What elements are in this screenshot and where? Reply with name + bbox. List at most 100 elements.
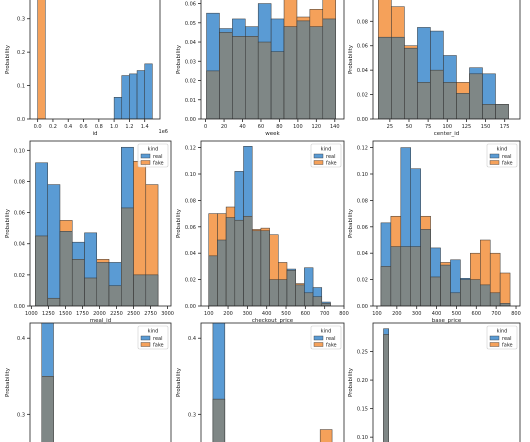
bar-overlap-5 <box>443 82 457 119</box>
y-axis-label: Probability <box>348 208 354 238</box>
bar-fake-12 <box>499 272 511 306</box>
bar-overlap-3 <box>234 219 244 306</box>
x-tick-label: 300 <box>412 311 422 317</box>
chart-panel-6: 0.00 0.02 0.04 0.06 0.08 0.10 0.12 100 200 300 400… <box>348 140 521 324</box>
y-axis-label: Probability <box>5 44 11 74</box>
x-tick-label: 300 <box>243 311 253 317</box>
bar-overlap-0 <box>380 266 392 306</box>
bar-overlap-9 <box>470 279 481 306</box>
bars <box>378 0 509 119</box>
legend-label-fake: fake <box>326 343 337 349</box>
bars <box>37 0 153 119</box>
bar-overlap-6 <box>456 93 470 119</box>
x-tick-label: 200 <box>392 311 402 317</box>
x-tick-label: 75 <box>425 124 431 130</box>
x-axis-label: week <box>265 131 280 137</box>
legend-title: kind <box>497 147 508 153</box>
x-tick-label: 0.8 <box>95 124 103 130</box>
x-tick-label: 2000 <box>93 311 106 317</box>
axes-frame <box>29 322 172 442</box>
x-tick-label: 600 <box>472 311 482 317</box>
x-tick-label: 2500 <box>127 311 140 317</box>
bar-overlap-5 <box>251 230 262 306</box>
y-tick-label: 0.06 <box>14 211 25 217</box>
x-tick-label: 0.0 <box>34 124 42 130</box>
bar-overlap-9 <box>322 18 336 119</box>
y-tick-label: 0.4 <box>17 336 25 342</box>
bar-real-13 <box>136 70 145 119</box>
axes-frame <box>29 140 172 307</box>
x-tick-label: 700 <box>320 311 330 317</box>
x-tick-label: 800 <box>339 311 349 317</box>
legend-swatch-real <box>313 153 324 159</box>
bar-overlap-9 <box>495 104 509 119</box>
y-tick-label: 0.3 <box>17 412 25 418</box>
bar-overlap-7 <box>269 279 279 306</box>
chart-panel-1: 0.0 0.1 0.2 0.3 0.0 0.2 0.4 0.6 0.8 1.0 1.2 1.4 1e6 i… <box>5 0 168 137</box>
y-tick-label: 0.12 <box>357 146 368 152</box>
x-tick-label: 500 <box>281 311 291 317</box>
y-tick-label: 0.06 <box>185 225 196 231</box>
bar-overlap-7 <box>469 73 483 119</box>
y-axis-label: Probability <box>176 367 182 397</box>
bar-overlap-3 <box>410 246 421 306</box>
bar-overlap-2 <box>225 217 236 306</box>
legend-swatch-fake <box>489 160 500 165</box>
y-tick-label: 0.10 <box>185 172 196 178</box>
bar-overlap-2 <box>232 36 246 119</box>
bar-overlap-4 <box>243 215 253 306</box>
bar-overlap-4 <box>420 229 431 306</box>
y-tick-label: 0.04 <box>185 251 196 257</box>
bar-overlap-8 <box>482 104 496 119</box>
y-tick-label: 0.15 <box>357 407 368 413</box>
bar-overlap-1 <box>391 36 405 119</box>
x-tick-label: 175 <box>500 124 510 130</box>
bar-overlap-6 <box>440 264 451 306</box>
legend-swatch-fake <box>313 342 324 347</box>
legend-label-real: real <box>153 336 162 342</box>
x-tick-label: 25 <box>387 124 393 130</box>
y-axis-label: Probability <box>176 208 182 238</box>
bar-overlap-0 <box>41 376 54 442</box>
x-axis-label: meal_id <box>90 318 111 324</box>
bar-overlap-5 <box>430 276 441 306</box>
bar-overlap-10 <box>480 284 491 306</box>
legend-title: kind <box>497 329 508 335</box>
x-tick-label: 0.2 <box>49 124 57 130</box>
bar-overlap-5 <box>96 262 110 306</box>
bar-overlap-7 <box>121 207 134 306</box>
bar-overlap-11 <box>489 292 501 306</box>
x-tick-label: 400 <box>432 311 442 317</box>
bar-overlap-12 <box>312 296 323 306</box>
bars <box>380 147 511 306</box>
x-tick-label: 700 <box>491 311 501 317</box>
bar-overlap-9 <box>286 270 296 306</box>
bar-overlap-6 <box>283 26 298 119</box>
x-tick-label: 600 <box>301 311 311 317</box>
x-tick-label: 1.0 <box>110 124 118 130</box>
x-tick-label: 20 <box>221 124 227 130</box>
bar-fake-9 <box>319 429 333 442</box>
y-tick-label: 0.08 <box>14 179 25 185</box>
y-tick-label: 0.20 <box>357 378 368 384</box>
bar-overlap-10 <box>295 284 305 306</box>
y-tick-label: 0.06 <box>357 44 368 50</box>
x-tick-label: 60 <box>258 124 264 130</box>
y-tick-label: 0.10 <box>357 172 368 178</box>
bar-overlap-4 <box>84 277 98 306</box>
bar-overlap-1 <box>390 246 402 306</box>
legend-label-fake: fake <box>153 161 164 167</box>
axes-frame <box>372 0 521 120</box>
legend-swatch-real <box>489 335 500 341</box>
y-axis-label: Probability <box>5 367 11 397</box>
y-tick-label: 0.03 <box>185 59 196 65</box>
bar-real-14 <box>144 63 153 119</box>
y-tick-label: 0.08 <box>357 19 368 25</box>
y-tick-label: 0.02 <box>357 278 368 284</box>
y-tick-label: 0.4 <box>188 336 196 342</box>
x-axis-label: id <box>92 131 97 137</box>
legend-title: kind <box>321 329 332 335</box>
x-tick-label: 1750 <box>76 311 89 317</box>
x-tick-label: 100 <box>372 311 382 317</box>
